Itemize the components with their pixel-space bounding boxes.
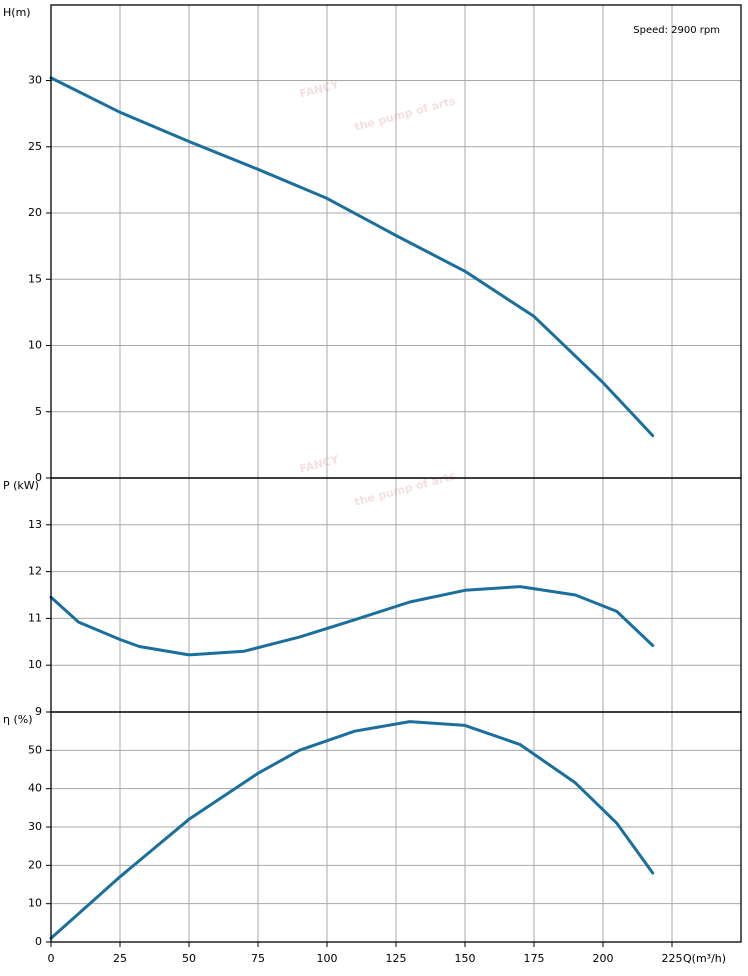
y-tick-label: 10: [28, 339, 42, 352]
y-tick-label: 5: [35, 405, 42, 418]
x-tick-label: 100: [317, 952, 338, 965]
y-tick-label: 20: [28, 858, 42, 871]
x-tick-label: 0: [48, 952, 55, 965]
watermark-brand: FANCY: [298, 453, 341, 476]
y-tick-label: 30: [28, 74, 42, 87]
y-tick-label: 12: [28, 565, 42, 578]
y-tick-label: 9: [35, 705, 42, 718]
y-axis-label: P (kW): [3, 479, 39, 492]
y-axis-label: η (%): [3, 713, 33, 726]
curve: [49, 585, 655, 657]
x-tick-label: 200: [593, 952, 614, 965]
y-tick-label: 30: [28, 820, 42, 833]
y-tick-label: 40: [28, 782, 42, 795]
watermark: FANCY the pump of arts FANCY the pump of…: [298, 78, 457, 509]
annotation: Speed: 2900 rpm: [633, 25, 720, 36]
curve: [49, 720, 655, 940]
curve: [49, 76, 655, 438]
y-tick-label: 25: [28, 140, 42, 153]
x-tick-label: 25: [113, 952, 127, 965]
y-tick-label: 11: [28, 611, 42, 624]
y-tick-label: 50: [28, 743, 42, 756]
x-tick-label: 50: [182, 952, 196, 965]
x-axis-label: Q(m³/h): [683, 952, 726, 965]
y-tick-label: 0: [35, 935, 42, 948]
y-tick-label: 15: [28, 272, 42, 285]
x-tick-label: 75: [251, 952, 265, 965]
x-tick-label: 125: [386, 952, 407, 965]
y-axis-label: H(m): [3, 6, 31, 19]
panel-frame: [50, 711, 742, 943]
x-tick-label: 175: [524, 952, 545, 965]
y-tick-label: 0: [35, 471, 42, 484]
x-tick-label: 150: [455, 952, 476, 965]
y-tick-label: 10: [28, 897, 42, 910]
y-tick-label: 10: [28, 658, 42, 671]
watermark-brand: FANCY: [298, 78, 341, 101]
y-tick-label: 20: [28, 206, 42, 219]
watermark-tagline: the pump of arts: [353, 469, 457, 509]
watermark-tagline: the pump of arts: [353, 94, 457, 134]
x-tick-label: 225: [662, 952, 683, 965]
y-tick-label: 13: [28, 518, 42, 531]
